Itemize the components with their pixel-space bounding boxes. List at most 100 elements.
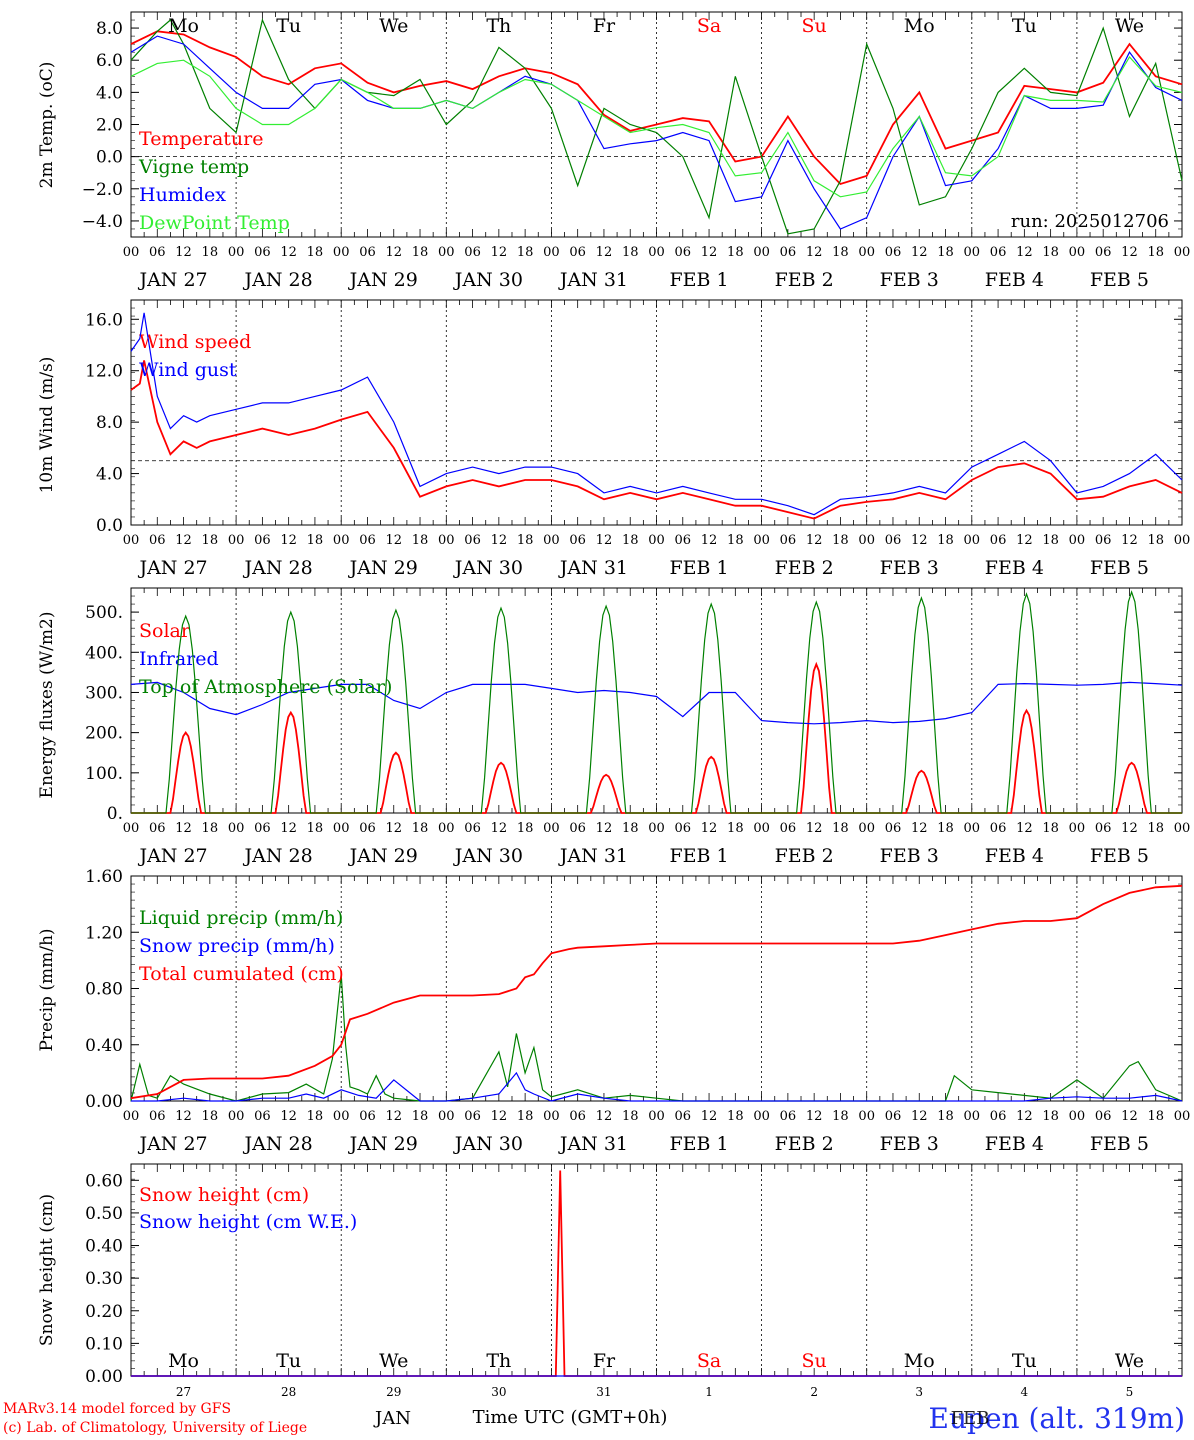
x-hour-label: 00 bbox=[333, 821, 350, 836]
x-hour-label: 12 bbox=[911, 245, 928, 260]
x-date-label: FEB 5 bbox=[1090, 269, 1149, 291]
x-hour-label: 06 bbox=[149, 1109, 166, 1124]
weekday-label: We bbox=[379, 1350, 408, 1372]
x-hour-label: 18 bbox=[727, 533, 744, 548]
x-hour-label: 18 bbox=[622, 821, 639, 836]
x-hour-label: 00 bbox=[123, 533, 140, 548]
x-hour-label: 18 bbox=[727, 245, 744, 260]
x-date-label: JAN 30 bbox=[453, 1133, 523, 1155]
x-hour-label: 18 bbox=[832, 821, 849, 836]
x-hour-label: 12 bbox=[701, 1109, 718, 1124]
weekday-label: Su bbox=[802, 1350, 827, 1372]
weekday-label: Th bbox=[486, 1350, 511, 1372]
y-axis-label: Energy fluxes (W/m2) bbox=[37, 612, 57, 799]
y-tick-label: 0. bbox=[107, 804, 123, 824]
y-tick-label: 0.00 bbox=[85, 1092, 123, 1112]
x-hour-label: 12 bbox=[1016, 533, 1033, 548]
x-hour-label: 06 bbox=[990, 821, 1007, 836]
x-date-label: JAN 29 bbox=[348, 1133, 418, 1155]
x-hour-label: 12 bbox=[806, 533, 823, 548]
x-hour-label: 00 bbox=[438, 821, 455, 836]
x-hour-label: 12 bbox=[911, 1109, 928, 1124]
weekday-label: Sa bbox=[697, 15, 721, 37]
x-hour-label: 06 bbox=[464, 821, 481, 836]
x-hour-label: 00 bbox=[1174, 821, 1191, 836]
legend-entry: Snow height (cm) bbox=[139, 1184, 309, 1206]
x-hour-label: 06 bbox=[990, 533, 1007, 548]
x-date-label: JAN 27 bbox=[137, 269, 207, 291]
x-date-label: FEB 4 bbox=[985, 1133, 1044, 1155]
run-label: run: 2025012706 bbox=[1011, 211, 1169, 232]
x-hour-label: 12 bbox=[806, 821, 823, 836]
x-hour-label: 12 bbox=[1121, 245, 1138, 260]
x-hour-label: 00 bbox=[543, 821, 560, 836]
x-date-label: JAN 28 bbox=[243, 269, 313, 291]
x-date-label: JAN 30 bbox=[453, 557, 523, 579]
x-hour-label: 00 bbox=[438, 1109, 455, 1124]
x-hour-label: 18 bbox=[202, 821, 219, 836]
y-tick-label: 8.0 bbox=[96, 413, 123, 433]
x-date-label: FEB 4 bbox=[985, 845, 1044, 867]
series-line-wind-gust bbox=[130, 312, 1183, 516]
weekday-label: Th bbox=[486, 15, 511, 37]
x-hour-label: 12 bbox=[1016, 821, 1033, 836]
x-hour-label: 00 bbox=[543, 245, 560, 260]
x-hour-label: 06 bbox=[464, 1109, 481, 1124]
y-tick-label: 6.0 bbox=[96, 51, 123, 71]
x-date-label: FEB 2 bbox=[775, 269, 834, 291]
x-hour-label: 18 bbox=[1147, 821, 1164, 836]
x-date-label: JAN 30 bbox=[453, 845, 523, 867]
legend-entry: Solar bbox=[139, 620, 191, 642]
x-hour-label: 18 bbox=[727, 1109, 744, 1124]
x-hour-label: 18 bbox=[937, 533, 954, 548]
x-hour-label: 00 bbox=[333, 533, 350, 548]
x-date-label: JAN 27 bbox=[137, 557, 207, 579]
y-tick-label: 0.30 bbox=[85, 1269, 123, 1289]
x-hour-label: 00 bbox=[123, 1109, 140, 1124]
x-hour-label: 12 bbox=[385, 533, 402, 548]
x-hour-label: 18 bbox=[622, 533, 639, 548]
series-line-vigne-temp bbox=[130, 18, 1183, 235]
x-hour-label: 12 bbox=[385, 821, 402, 836]
y-tick-label: 0.20 bbox=[85, 1302, 123, 1322]
x-hour-label: 00 bbox=[964, 533, 981, 548]
x-hour-label: 12 bbox=[701, 533, 718, 548]
y-tick-label: 0.40 bbox=[85, 1237, 123, 1257]
x-hour-label: 00 bbox=[438, 533, 455, 548]
x-hour-label: 18 bbox=[307, 533, 324, 548]
x-hour-label: 18 bbox=[937, 821, 954, 836]
x-hour-label: 00 bbox=[648, 1109, 665, 1124]
x-hour-label: 06 bbox=[990, 245, 1007, 260]
day-number-label: 2 bbox=[810, 1385, 818, 1399]
y-tick-label: −2.0 bbox=[82, 180, 123, 200]
y-tick-label: 1.60 bbox=[85, 867, 123, 887]
x-hour-label: 12 bbox=[280, 1109, 297, 1124]
x-hour-label: 06 bbox=[990, 1109, 1007, 1124]
weekday-label: Mo bbox=[168, 15, 199, 37]
y-tick-label: −4.0 bbox=[82, 212, 123, 232]
x-date-label: FEB 2 bbox=[775, 1133, 834, 1155]
x-hour-label: 12 bbox=[491, 821, 508, 836]
y-tick-label: 0.40 bbox=[85, 1036, 123, 1056]
x-hour-label: 06 bbox=[885, 245, 902, 260]
x-date-label: FEB 4 bbox=[985, 557, 1044, 579]
x-hour-label: 18 bbox=[1042, 1109, 1059, 1124]
x-hour-label: 06 bbox=[885, 821, 902, 836]
series-line-temperature bbox=[130, 30, 1183, 186]
y-tick-label: 12.0 bbox=[85, 362, 123, 382]
x-date-label: JAN 29 bbox=[348, 557, 418, 579]
day-number-label: 29 bbox=[386, 1385, 401, 1399]
x-hour-label: 06 bbox=[149, 245, 166, 260]
x-hour-label: 18 bbox=[937, 245, 954, 260]
legend-entry: Wind speed bbox=[139, 331, 251, 353]
x-hour-label: 18 bbox=[202, 1109, 219, 1124]
x-hour-label: 06 bbox=[569, 1109, 586, 1124]
x-hour-label: 06 bbox=[885, 533, 902, 548]
x-date-label: FEB 1 bbox=[669, 269, 728, 291]
y-tick-label: 0.60 bbox=[85, 1171, 123, 1191]
legend-entry: Vigne temp bbox=[138, 156, 249, 178]
x-hour-label: 00 bbox=[858, 821, 875, 836]
series-line-snow-precip-mm-h- bbox=[131, 1071, 1183, 1102]
weekday-label: Fr bbox=[593, 1350, 616, 1372]
